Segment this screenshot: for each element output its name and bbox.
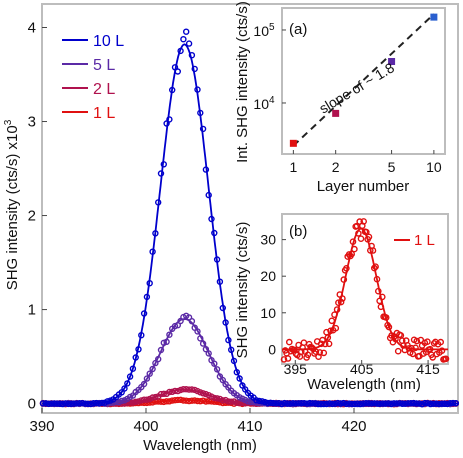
main-y-axis-label: SHG intensity (cts/s) x103 bbox=[3, 119, 21, 290]
main-legend: 10 L 5 L 2 L 1 L bbox=[62, 33, 124, 122]
main-y-tick-label: 1 bbox=[28, 302, 36, 319]
inset-b-data-point bbox=[324, 334, 332, 341]
inset-b-data-point bbox=[413, 337, 421, 345]
main-y-axis-label-exponent: 3 bbox=[3, 119, 14, 125]
inset-a-x-tick-label: 1 bbox=[289, 159, 297, 175]
inset-b-data-point bbox=[437, 338, 445, 346]
inset-b-y-tick-label: 20 bbox=[260, 268, 276, 284]
inset-a-x-axis-label: Layer number bbox=[317, 178, 410, 195]
inset-b-data-point bbox=[394, 347, 402, 355]
main-data-point-5l bbox=[171, 322, 179, 330]
inset-a-panel-label: (a) bbox=[289, 21, 307, 38]
main-x-axis-label: Wavelength (nm) bbox=[143, 437, 257, 454]
inset-a-y-tick-label: 105 bbox=[253, 22, 275, 39]
inset-a-data-point bbox=[332, 109, 340, 117]
main-data-point-10l bbox=[182, 28, 190, 35]
inset-b-x-axis-label: Wavelength (nm) bbox=[307, 376, 421, 393]
main-legend-label-2l: 2 L bbox=[93, 81, 115, 98]
main-data-point-5l bbox=[143, 375, 151, 382]
inset-b-data-point bbox=[304, 351, 312, 359]
inset-b-data-point bbox=[412, 344, 419, 352]
main-y-axis-label-text: SHG intensity (cts/s) x10 bbox=[4, 125, 21, 290]
inset-b-data-point bbox=[325, 340, 333, 348]
main-y-tick-label: 0 bbox=[28, 396, 36, 413]
main-x-tick-label: 390 bbox=[29, 418, 54, 435]
inset-b-data-point bbox=[285, 338, 293, 346]
inset-a-x-tick-label: 10 bbox=[426, 159, 442, 175]
inset-b-x-tick-label: 405 bbox=[350, 361, 374, 377]
inset-b-data-point bbox=[442, 355, 450, 363]
inset-b-legend: 1 L bbox=[394, 232, 435, 249]
main-y-tick-label: 2 bbox=[28, 208, 36, 225]
inset-b-data-point bbox=[378, 293, 386, 301]
main-data-point-10l bbox=[185, 40, 193, 47]
inset-a-x-tick-label: 5 bbox=[388, 159, 396, 175]
inset-b-x-tick-label: 415 bbox=[416, 361, 440, 377]
main-data-point-5l bbox=[149, 365, 156, 373]
inset-b-data-point bbox=[430, 340, 438, 347]
inset-a-x-tick-label: 2 bbox=[332, 159, 340, 175]
inset-a-data-point bbox=[289, 139, 297, 147]
inset-b-group: 395 405 415 0 10 20 30 bbox=[260, 218, 450, 377]
inset-b-data-point bbox=[424, 338, 431, 346]
inset-b-fit-line bbox=[282, 227, 448, 351]
inset-a-fit-line bbox=[292, 13, 435, 147]
main-legend-label-5l: 5 L bbox=[93, 57, 115, 74]
main-y-tick-labels: 0 1 2 3 4 bbox=[28, 20, 47, 413]
main-x-tick-labels: 390 400 410 420 bbox=[29, 408, 367, 435]
main-x-tick-label: 420 bbox=[341, 418, 366, 435]
inset-b-x-tick-label: 395 bbox=[284, 361, 308, 377]
main-legend-label-10l: 10 L bbox=[93, 33, 124, 50]
inset-a-data-point bbox=[388, 57, 396, 65]
inset-b-data-point bbox=[280, 356, 288, 363]
main-data-point-5l bbox=[219, 376, 227, 384]
inset-a-y-tick-label: 104 bbox=[253, 95, 275, 112]
inset-b-data-point bbox=[320, 349, 328, 357]
inset-a-group: 1 2 5 10 104 105 bbox=[253, 13, 442, 175]
main-data-point-10l bbox=[180, 36, 187, 43]
inset-b-y-tick-label: 0 bbox=[268, 341, 276, 357]
inset-b-data-point bbox=[429, 354, 437, 361]
inset-b-data-point bbox=[284, 355, 292, 362]
main-legend-label-1l: 1 L bbox=[93, 105, 115, 122]
inset-b-data-point bbox=[357, 235, 365, 242]
inset-b-y-axis-label: SHG intensity (cts/s) bbox=[234, 222, 251, 359]
inset-b-data-point bbox=[438, 347, 446, 355]
main-data-point-5l bbox=[146, 370, 153, 377]
inset-b-y-tick-label: 10 bbox=[260, 305, 276, 321]
inset-b-data-point bbox=[335, 299, 342, 307]
inset-b-data-point bbox=[316, 349, 324, 356]
inset-b-y-tick-label: 30 bbox=[260, 232, 276, 248]
inset-b-data-point bbox=[409, 350, 417, 358]
inset-b-panel-label: (b) bbox=[289, 223, 307, 240]
main-data-point-5l bbox=[166, 331, 173, 338]
main-x-tick-label: 410 bbox=[237, 418, 262, 435]
inset-a-y-axis-label: Int. SHG intensity (cts/s) bbox=[234, 1, 251, 163]
main-fit-line-10l bbox=[42, 43, 458, 405]
inset-b-legend-label: 1 L bbox=[414, 232, 435, 249]
main-data-point-10l bbox=[166, 116, 173, 123]
inset-b-data-point bbox=[392, 335, 399, 343]
main-data-point-10l bbox=[121, 385, 128, 392]
main-x-tick-label: 400 bbox=[133, 418, 158, 435]
inset-a-data-point bbox=[430, 13, 438, 21]
main-series-group bbox=[39, 28, 459, 408]
inset-a-plot-frame bbox=[281, 7, 446, 155]
main-series-10l bbox=[39, 28, 459, 408]
inset-b-data-point bbox=[312, 348, 320, 356]
main-y-tick-label: 3 bbox=[28, 114, 36, 131]
main-y-tick-label: 4 bbox=[28, 20, 36, 37]
main-data-point-5l bbox=[140, 380, 148, 388]
inset-b-data-point bbox=[360, 218, 368, 225]
